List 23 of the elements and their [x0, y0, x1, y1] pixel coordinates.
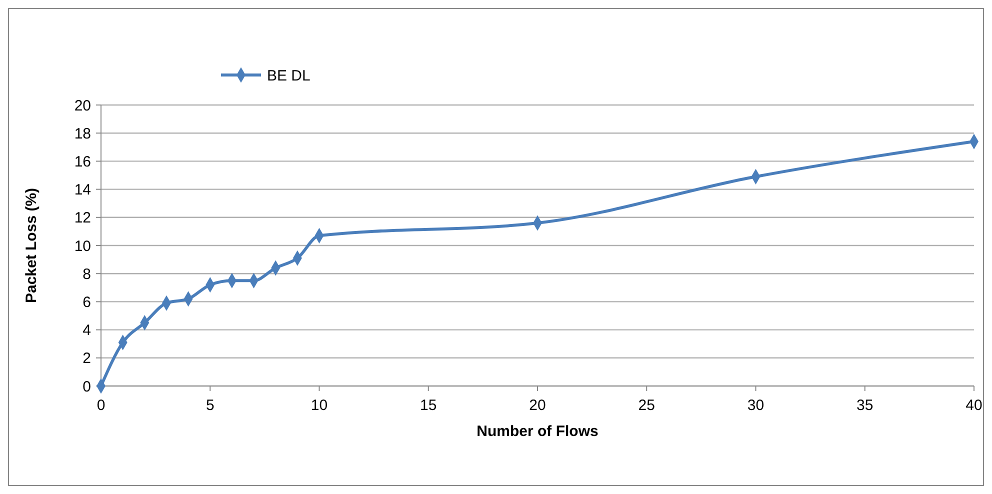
legend-label: BE DL [267, 67, 310, 84]
y-tick-label: 0 [82, 378, 91, 396]
y-tick-label: 4 [82, 322, 91, 340]
y-tick-label: 10 [74, 238, 91, 255]
x-tick-label: 30 [747, 397, 764, 414]
x-axis-title: Number of Flows [476, 423, 598, 440]
y-tick-label: 18 [74, 125, 91, 142]
x-tick-label: 5 [206, 397, 214, 414]
y-tick-label: 12 [74, 210, 91, 227]
y-axis-title: Packet Loss (%) [23, 188, 40, 304]
x-tick-label: 10 [310, 397, 328, 414]
y-tick-label: 16 [74, 153, 91, 170]
y-tick-label: 20 [74, 97, 91, 114]
y-tick-label: 8 [82, 266, 91, 283]
x-tick-label: 20 [529, 397, 546, 414]
x-tick-label: 0 [96, 397, 106, 414]
x-tick-label: 40 [966, 397, 982, 414]
x-tick-label: 35 [856, 397, 874, 414]
x-tick-label: 25 [638, 397, 655, 414]
y-tick-label: 2 [82, 350, 91, 368]
x-tick-label: 15 [420, 397, 437, 414]
y-tick-label: 6 [82, 294, 91, 311]
y-tick-label: 14 [74, 182, 91, 199]
